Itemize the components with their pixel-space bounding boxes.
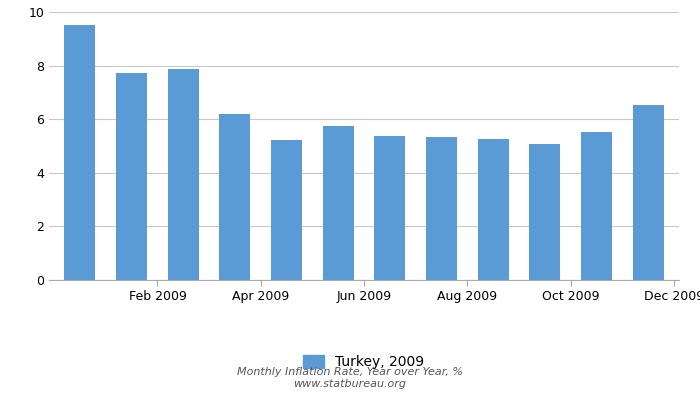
Bar [529, 144, 560, 280]
Text: www.statbureau.org: www.statbureau.org [293, 379, 407, 389]
Bar [374, 136, 405, 280]
Text: Monthly Inflation Rate, Year over Year, %: Monthly Inflation Rate, Year over Year, … [237, 367, 463, 377]
Bar [168, 68, 199, 280]
Legend: Turkey, 2009: Turkey, 2009 [298, 350, 430, 375]
Bar [633, 105, 664, 280]
Bar [64, 25, 95, 280]
Bar [219, 114, 251, 280]
Bar [477, 139, 509, 280]
Bar [323, 126, 354, 280]
Bar [271, 140, 302, 280]
Bar [116, 73, 147, 280]
Bar [581, 132, 612, 280]
Bar [426, 137, 457, 280]
